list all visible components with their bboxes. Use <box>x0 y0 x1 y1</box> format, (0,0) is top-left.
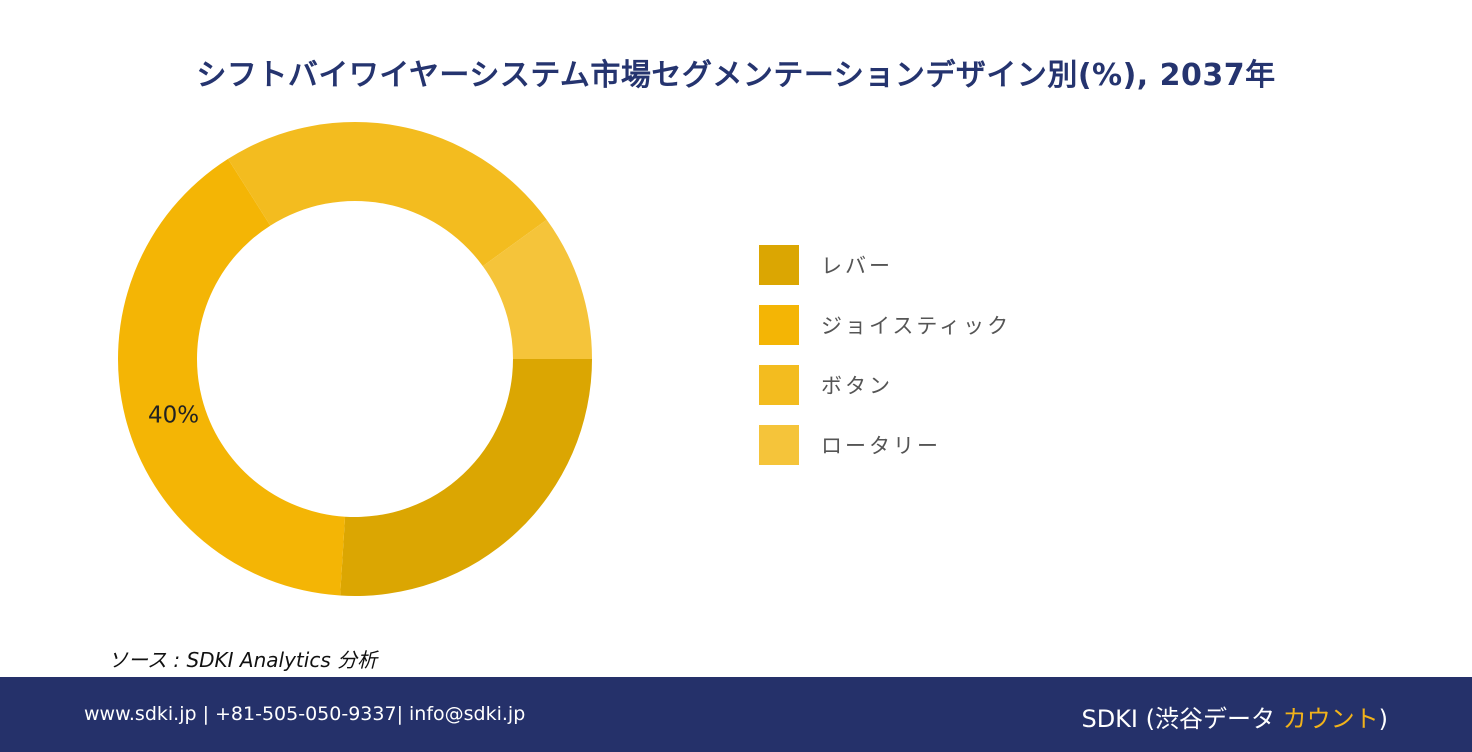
footer-contact: www.sdki.jp | +81-505-050-9337| info@sdk… <box>84 703 526 725</box>
chart-title: シフトバイワイヤーシステム市場セグメンテーションデザイン別(%), 2037年 <box>196 58 1276 93</box>
legend-label-rotary: ロータリー <box>821 434 941 458</box>
legend-item-rotary: ロータリー <box>759 425 1011 465</box>
legend-item-lever: レバー <box>759 245 1011 285</box>
legend-swatch-joystick <box>759 305 799 345</box>
donut-slice-2 <box>228 122 547 267</box>
legend-label-button: ボタン <box>821 374 893 398</box>
donut-data-label-0: 40% <box>148 403 199 429</box>
donut-slice-0 <box>340 359 592 596</box>
footer-brand-prefix: SDKI (渋谷データ <box>1081 705 1283 733</box>
footer-brand-suffix: ) <box>1378 705 1388 733</box>
footer-brand: SDKI (渋谷データ カウント) <box>1081 699 1388 734</box>
donut-slice-3 <box>482 219 592 359</box>
legend-swatch-lever <box>759 245 799 285</box>
legend-item-button: ボタン <box>759 365 1011 405</box>
source-note: ソース : SDKI Analytics 分析 <box>108 648 378 672</box>
legend-label-joystick: ジョイスティック <box>821 314 1012 338</box>
legend-swatch-button <box>759 365 799 405</box>
legend-label-lever: レバー <box>821 254 893 278</box>
donut-slice-1 <box>118 158 346 596</box>
footer-bar: www.sdki.jp | +81-505-050-9337| info@sdk… <box>0 677 1472 752</box>
legend-swatch-rotary <box>759 425 799 465</box>
donut-chart: 40% <box>118 122 592 596</box>
footer-brand-accent: カウント <box>1282 705 1379 733</box>
chart-legend: レバー ジョイスティック ボタン ロータリー <box>759 245 1011 485</box>
legend-item-joystick: ジョイスティック <box>759 305 1011 345</box>
